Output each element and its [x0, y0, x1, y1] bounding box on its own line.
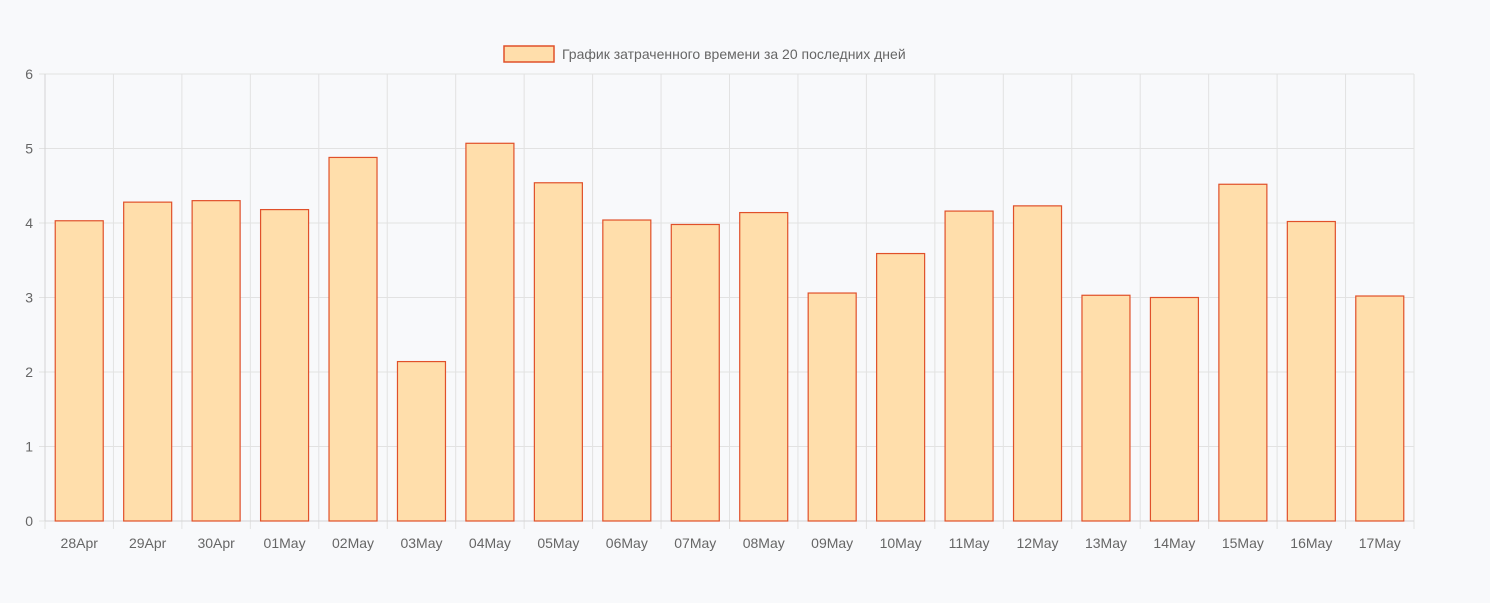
bar-06May[interactable]	[602, 219, 652, 522]
y-tick-label: 4	[25, 215, 33, 231]
x-tick-label: 29Apr	[129, 535, 167, 551]
y-tick-label: 0	[25, 513, 33, 529]
bar-17May[interactable]	[1355, 295, 1405, 522]
bar-05May[interactable]	[533, 182, 583, 522]
bar-10May[interactable]	[876, 252, 926, 522]
x-tick-label: 12May	[1017, 535, 1059, 551]
bar-29Apr[interactable]	[123, 201, 173, 522]
bar-11May[interactable]	[944, 210, 994, 522]
bar-28Apr[interactable]	[54, 220, 104, 522]
y-tick-label: 5	[25, 141, 33, 157]
y-tick-label: 3	[25, 290, 33, 306]
bar-01May[interactable]	[259, 208, 310, 522]
x-tick-label: 11May	[949, 535, 990, 551]
bar-08May[interactable]	[739, 211, 789, 522]
x-tick-label: 28Apr	[61, 535, 99, 551]
y-tick-label: 2	[25, 364, 33, 380]
bar-09May[interactable]	[807, 292, 857, 522]
bar-02May[interactable]	[328, 156, 378, 522]
bar-13May[interactable]	[1081, 294, 1131, 522]
x-tick-label: 17May	[1359, 535, 1401, 551]
x-tick-label: 05May	[537, 535, 579, 551]
bars	[54, 142, 1405, 522]
bar-03May[interactable]	[396, 360, 447, 522]
x-tick-label: 13May	[1085, 535, 1127, 551]
bar-07May[interactable]	[670, 223, 720, 522]
x-tick-label: 01May	[264, 535, 306, 551]
legend[interactable]: График затраченного времени за 20 послед…	[503, 45, 906, 63]
x-tick-label: 15May	[1222, 535, 1264, 551]
bar-30Apr[interactable]	[191, 200, 241, 522]
y-tick-label: 1	[25, 439, 33, 455]
legend-label: График затраченного времени за 20 послед…	[562, 46, 906, 62]
grid	[39, 73, 1415, 529]
legend-swatch	[503, 45, 555, 63]
x-tick-label: 30Apr	[197, 535, 235, 551]
x-tick-label: 10May	[880, 535, 922, 551]
x-tick-label: 08May	[743, 535, 785, 551]
x-tick-label: 14May	[1153, 535, 1195, 551]
x-axis-ticks: 28Apr 29Apr 30Apr 01May 02May 03May 04May 05May…	[61, 535, 1401, 551]
bar-16May[interactable]	[1286, 220, 1336, 522]
y-axis-ticks: 0 1 2 3 4 5 6	[25, 66, 33, 529]
x-tick-label: 04May	[469, 535, 511, 551]
x-tick-label: 03May	[400, 535, 442, 551]
bar-12May[interactable]	[1012, 205, 1063, 522]
x-tick-label: 02May	[332, 535, 374, 551]
x-tick-label: 07May	[674, 535, 716, 551]
x-tick-label: 09May	[811, 535, 853, 551]
bar-15May[interactable]	[1218, 183, 1268, 522]
x-tick-label: 06May	[606, 535, 648, 551]
y-tick-label: 6	[25, 66, 33, 82]
bar-14May[interactable]	[1149, 296, 1200, 522]
bar-04May[interactable]	[465, 142, 515, 522]
x-tick-label: 16May	[1290, 535, 1332, 551]
